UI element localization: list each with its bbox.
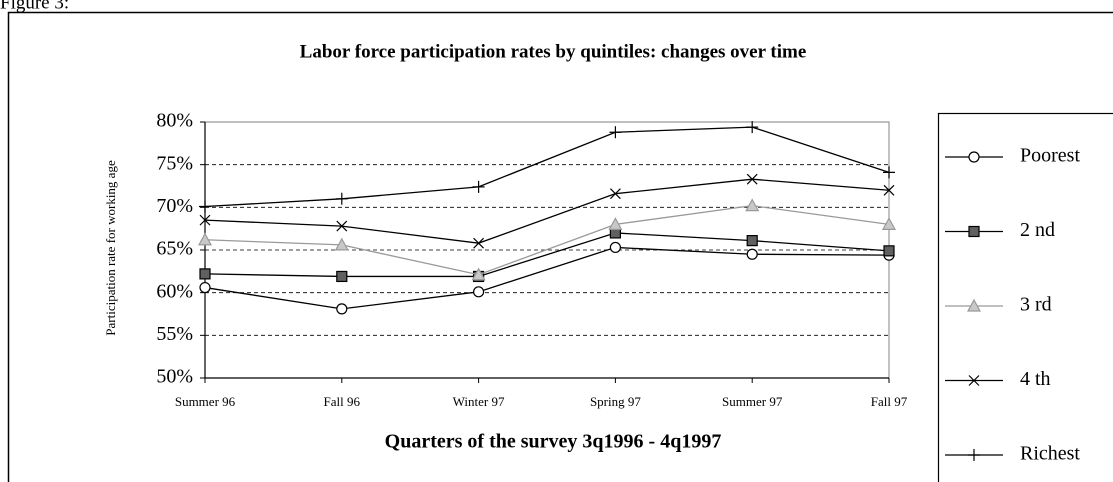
data-point <box>609 241 622 254</box>
chart-title: Labor force participation rates by quint… <box>300 41 807 62</box>
series-line <box>204 178 890 244</box>
y-tick-label: 55% <box>156 323 193 345</box>
plot-border <box>205 121 890 378</box>
data-point <box>608 217 623 230</box>
legend-label: Poorest <box>1020 145 1080 167</box>
data-point <box>745 198 760 212</box>
x-tick-label: Fall 97 <box>871 394 908 409</box>
data-point <box>746 235 758 247</box>
data-point <box>199 268 211 280</box>
legend-marker <box>968 225 980 238</box>
data-point <box>883 166 895 179</box>
data-point <box>883 245 895 257</box>
legend-label: 3 rd <box>1020 294 1052 316</box>
data-point <box>336 270 348 283</box>
legend-marker <box>966 298 982 312</box>
data-point <box>336 220 348 232</box>
series-line <box>204 232 890 278</box>
data-point <box>471 267 486 281</box>
data-point <box>883 184 895 196</box>
legend-marker <box>968 449 980 461</box>
series-line <box>204 246 890 310</box>
y-tick-label: 70% <box>156 195 193 217</box>
legend-marker <box>968 375 980 386</box>
figure-label: Figure 3: <box>0 0 69 13</box>
x-tick-label: Winter 97 <box>453 394 505 409</box>
data-point <box>199 281 211 294</box>
x-tick-label: Summer 96 <box>175 394 236 409</box>
data-point <box>334 237 349 251</box>
x-tick-label: Fall 96 <box>324 394 361 409</box>
x-tick-label: Spring 97 <box>590 394 641 409</box>
data-point <box>472 180 485 193</box>
chart-frame <box>7 11 1113 482</box>
data-point <box>199 200 211 213</box>
y-tick-label: 80% <box>156 110 193 132</box>
legend-label: 2 nd <box>1020 219 1055 241</box>
data-point <box>746 121 759 134</box>
legend-marker <box>968 151 980 163</box>
series-line <box>204 126 890 208</box>
y-tick-label: 75% <box>156 152 193 174</box>
legend-label: Richest <box>1020 443 1080 465</box>
y-axis-label: Participation rate for working age <box>103 160 118 336</box>
data-point <box>746 248 758 260</box>
data-point <box>881 217 897 230</box>
data-point <box>336 303 348 315</box>
x-axis-label: Quarters of the survey 3q1996 - 4q1997 <box>385 431 722 453</box>
data-point <box>473 237 485 249</box>
data-point <box>609 126 622 139</box>
y-tick-label: 65% <box>156 238 193 260</box>
data-point <box>746 173 758 185</box>
legend-label: 4 th <box>1020 368 1051 390</box>
data-point <box>335 192 348 205</box>
x-tick-label: Summer 97 <box>722 394 783 409</box>
y-tick-label: 60% <box>156 280 193 302</box>
data-point <box>473 286 485 298</box>
data-point <box>199 214 211 226</box>
data-point <box>197 232 213 246</box>
y-tick-label: 50% <box>156 366 193 388</box>
series-line <box>204 204 890 276</box>
data-point <box>609 188 621 200</box>
legend-box <box>937 112 1113 482</box>
